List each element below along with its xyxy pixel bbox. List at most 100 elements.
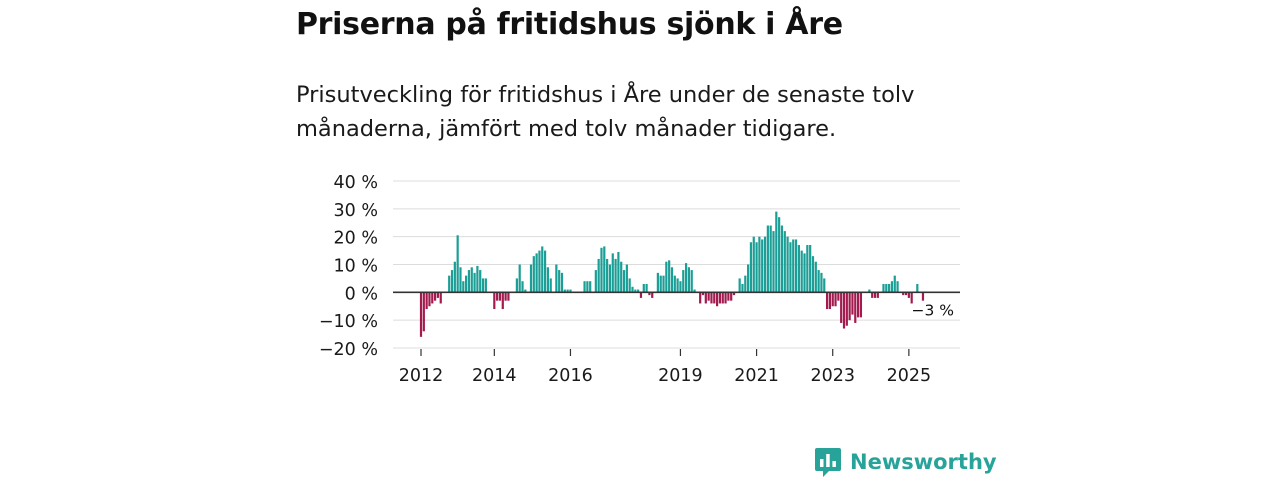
bar-positive [794,239,798,293]
bar-positive [758,236,761,293]
bar-positive [600,247,603,293]
bar-positive [625,264,628,293]
bar-positive [589,281,592,293]
bar-positive [555,264,558,293]
bar-positive [470,267,473,293]
bar-positive [741,283,744,293]
bar-negative [496,292,499,301]
bar-positive [634,289,637,293]
bar-positive [747,264,750,293]
bar-positive [749,242,753,293]
bar-positive [566,289,569,293]
bar-negative [873,292,877,298]
bar-positive [772,231,775,293]
bar-positive [769,225,772,293]
bar-negative [831,292,834,307]
bar-positive [783,231,786,293]
price-change-bar-chart: 40 % 30 % 20 % 10 % 0 % −10 % −20 % 2012 2014 201… [319,173,960,386]
bar-positive [778,217,781,293]
bar-positive [476,265,479,293]
bar-positive [628,278,631,293]
bar-positive [662,275,665,293]
bar-positive [665,261,668,293]
bar-positive [670,267,674,293]
bar-positive [459,267,462,293]
bar-negative [721,292,724,304]
bar-positive [744,275,747,293]
bar-positive [620,261,623,293]
bar-negative [436,292,440,298]
bar-positive [543,250,547,293]
bar-positive [448,275,451,293]
bar-negative [828,292,831,310]
bar-positive [569,289,572,293]
bar-positive [882,283,885,293]
bar-negative [439,292,442,304]
bar-positive [563,289,566,293]
bar-positive [679,281,682,293]
bar-positive [535,253,538,293]
bar-positive [890,281,894,293]
bar-negative [431,292,434,304]
bar-positive [766,225,769,293]
bar-negative [498,292,502,301]
bar-positive [608,264,612,293]
bar-positive [524,289,527,293]
newsworthy-logo-icon [815,448,841,477]
bar-positive [597,258,600,293]
bar-positive [611,253,614,293]
x-tick-label: 2016 [548,366,593,386]
x-tick-label: 2025 [887,366,932,386]
bar-negative [907,292,910,298]
bar-positive [761,239,764,293]
bar-positive [603,246,606,293]
bar-negative [825,292,829,310]
bar-positive [809,245,812,293]
bar-positive [811,256,815,293]
bar-negative [732,292,736,296]
bar-positive [637,289,640,293]
bar-positive [560,272,564,293]
bar-positive [484,278,487,293]
bar-negative [854,292,857,323]
y-tick-label: −20 % [319,340,378,360]
bar-positive [518,264,521,293]
bar-positive [800,250,803,293]
bar-positive [797,245,800,293]
bar-negative [704,292,707,304]
bar-positive [462,281,465,293]
bar-positive [668,260,671,293]
bar-positive [521,281,524,293]
bar-positive [687,267,690,293]
brand-name: Newsworthy [850,450,997,474]
bar-negative [834,292,837,307]
bar-positive [789,242,792,293]
bar-positive [631,286,634,293]
bar-positive [888,283,891,293]
y-tick-label: 10 % [334,257,378,277]
bar-negative [507,292,510,301]
chart-subtitle: Prisutveckling för fritidshus i Åre unde… [296,82,915,142]
bar-negative [428,292,431,307]
bar-positive [645,283,648,293]
bar-positive [656,272,659,293]
bar-negative [730,292,733,301]
bar-positive [549,278,552,293]
y-tick-label: −10 % [319,312,378,332]
bar-positive [583,281,586,293]
chart-title: Priserna på fritidshus sjönk i Åre [296,7,843,42]
bar-positive [814,261,817,293]
bar-negative [876,292,879,298]
x-tick-label: 2021 [734,366,779,386]
bar-positive [642,283,645,293]
bar-negative [501,292,504,310]
bar-negative [710,292,713,304]
bar-positive [467,270,471,293]
bar-negative [921,292,925,301]
bar-positive [806,245,809,293]
bar-negative [701,292,705,296]
bar-positive [456,235,459,293]
bar-positive [586,281,589,293]
bar-positive [763,236,767,293]
bar-negative [902,292,905,296]
